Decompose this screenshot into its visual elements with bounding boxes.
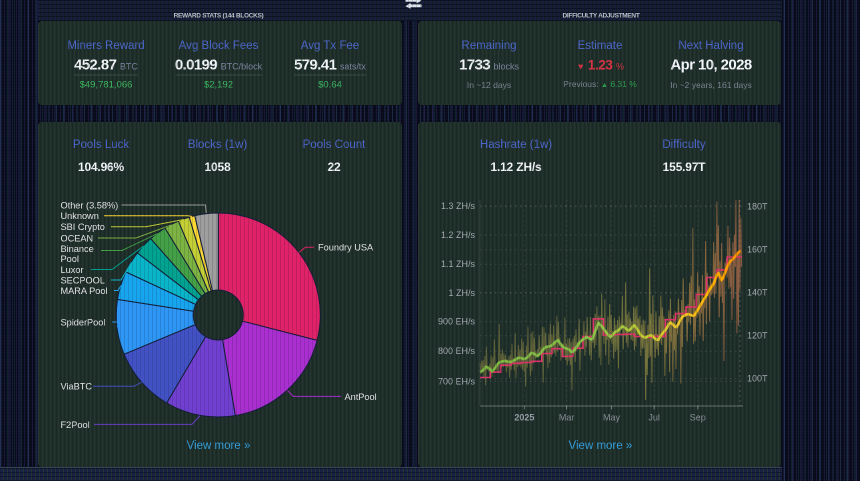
svg-text:180T: 180T <box>747 202 768 212</box>
svg-text:900 EH/s: 900 EH/s <box>438 317 476 327</box>
svg-text:1 ZH/s: 1 ZH/s <box>448 288 475 298</box>
svg-text:SECPOOL: SECPOOL <box>61 275 105 285</box>
svg-text:160T: 160T <box>747 245 768 255</box>
svg-text:MARA Pool: MARA Pool <box>61 286 108 296</box>
svg-text:Mar: Mar <box>559 413 575 423</box>
svg-text:ViaBTC: ViaBTC <box>61 382 93 392</box>
svg-text:OCEAN: OCEAN <box>61 233 94 243</box>
svg-text:1.3 ZH/s: 1.3 ZH/s <box>441 201 476 211</box>
svg-text:Other (3.58%): Other (3.58%) <box>61 200 119 210</box>
svg-text:SpiderPool: SpiderPool <box>61 317 106 327</box>
svg-text:2025: 2025 <box>514 413 534 423</box>
svg-text:F2Pool: F2Pool <box>61 420 90 430</box>
svg-text:Jul: Jul <box>648 413 660 423</box>
svg-text:100T: 100T <box>747 374 768 384</box>
svg-text:Luxor: Luxor <box>61 265 84 275</box>
svg-text:140T: 140T <box>747 288 768 298</box>
svg-text:SBI Crypto: SBI Crypto <box>61 222 105 232</box>
svg-text:Sep: Sep <box>690 413 706 423</box>
svg-text:May: May <box>603 413 621 423</box>
svg-text:AntPool: AntPool <box>345 392 377 402</box>
svg-text:Foundry USA: Foundry USA <box>318 243 374 253</box>
svg-text:700 EH/s: 700 EH/s <box>438 376 476 386</box>
svg-text:Pool: Pool <box>61 254 79 264</box>
svg-text:Unknown: Unknown <box>61 211 99 221</box>
svg-text:Binance: Binance <box>61 244 94 254</box>
svg-text:1.1 ZH/s: 1.1 ZH/s <box>441 259 476 269</box>
svg-text:1.2 ZH/s: 1.2 ZH/s <box>441 230 476 240</box>
svg-text:120T: 120T <box>747 331 768 341</box>
svg-text:800 EH/s: 800 EH/s <box>438 346 476 356</box>
